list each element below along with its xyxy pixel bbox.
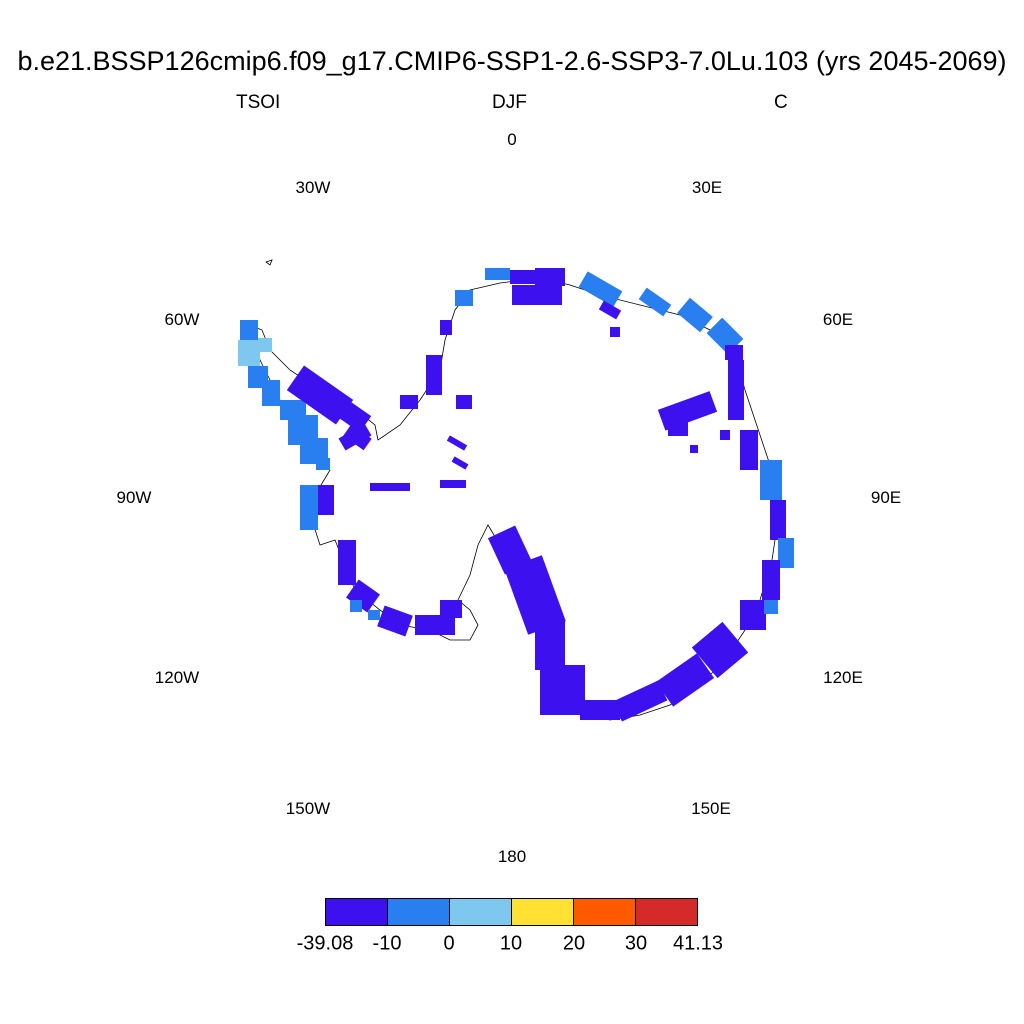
season-label: DJF	[492, 92, 527, 113]
ross-coast-cells	[300, 485, 462, 637]
colorbar-swatch-1	[388, 899, 450, 925]
lon-label-150e: 150E	[691, 799, 731, 818]
units-label: C	[774, 92, 788, 113]
colorbar-swatch-0	[326, 899, 388, 925]
colorbar-label-0: -39.08	[296, 932, 354, 955]
variable-label: TSOI	[236, 92, 281, 113]
east-coast-cells	[455, 268, 794, 630]
lon-label-0: 0	[507, 130, 517, 149]
island-outline	[265, 259, 273, 266]
lon-label-150w: 150W	[285, 799, 331, 818]
lon-label-60w: 60W	[164, 310, 200, 329]
colorbar-swatch-5	[636, 899, 697, 925]
lon-label-120w: 120W	[154, 668, 200, 687]
colorbar-label-5: 30	[624, 932, 648, 955]
colorbar-label-1: -10	[372, 932, 402, 955]
colorbar-swatch-3	[512, 899, 574, 925]
colorbar	[325, 898, 698, 926]
lon-label-60e: 60E	[822, 310, 854, 329]
lon-label-90e: 90E	[870, 488, 902, 507]
peninsula-cells	[238, 320, 372, 470]
lon-label-90w: 90W	[116, 488, 152, 507]
colorbar-label-6: 41.13	[672, 932, 724, 955]
colorbar-swatch-2	[450, 899, 512, 925]
lon-label-30w: 30W	[295, 178, 331, 197]
colorbar-swatch-4	[574, 899, 636, 925]
colorbar-label-3: 10	[499, 932, 523, 955]
interior-cells	[338, 300, 730, 491]
lon-label-30e: 30E	[691, 178, 723, 197]
map-title: b.e21.BSSP126cmip6.f09_g17.CMIP6-SSP1-2.…	[17, 46, 1007, 76]
southern-coast-cells	[487, 525, 749, 722]
lon-label-120e: 120E	[823, 668, 863, 687]
colorbar-label-4: 20	[562, 932, 586, 955]
colorbar-label-2: 0	[443, 932, 455, 955]
lon-label-180: 180	[497, 847, 527, 866]
